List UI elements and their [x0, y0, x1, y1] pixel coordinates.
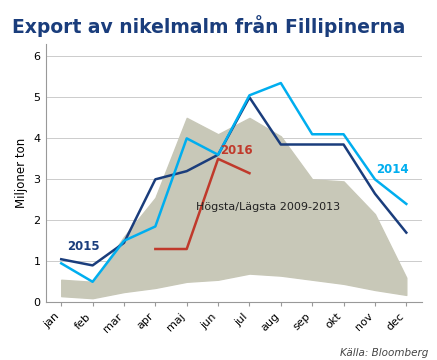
Text: Högsta/Lägsta 2009-2013: Högsta/Lägsta 2009-2013: [196, 202, 340, 212]
Text: Källa: Bloomberg: Källa: Bloomberg: [340, 348, 428, 358]
Y-axis label: Miljoner ton: Miljoner ton: [15, 138, 28, 208]
Text: 2014: 2014: [377, 163, 409, 176]
Text: Export av nikelmalm från Fillipinerna: Export av nikelmalm från Fillipinerna: [12, 15, 405, 37]
Text: 2016: 2016: [220, 144, 252, 157]
Text: 2015: 2015: [67, 240, 100, 253]
